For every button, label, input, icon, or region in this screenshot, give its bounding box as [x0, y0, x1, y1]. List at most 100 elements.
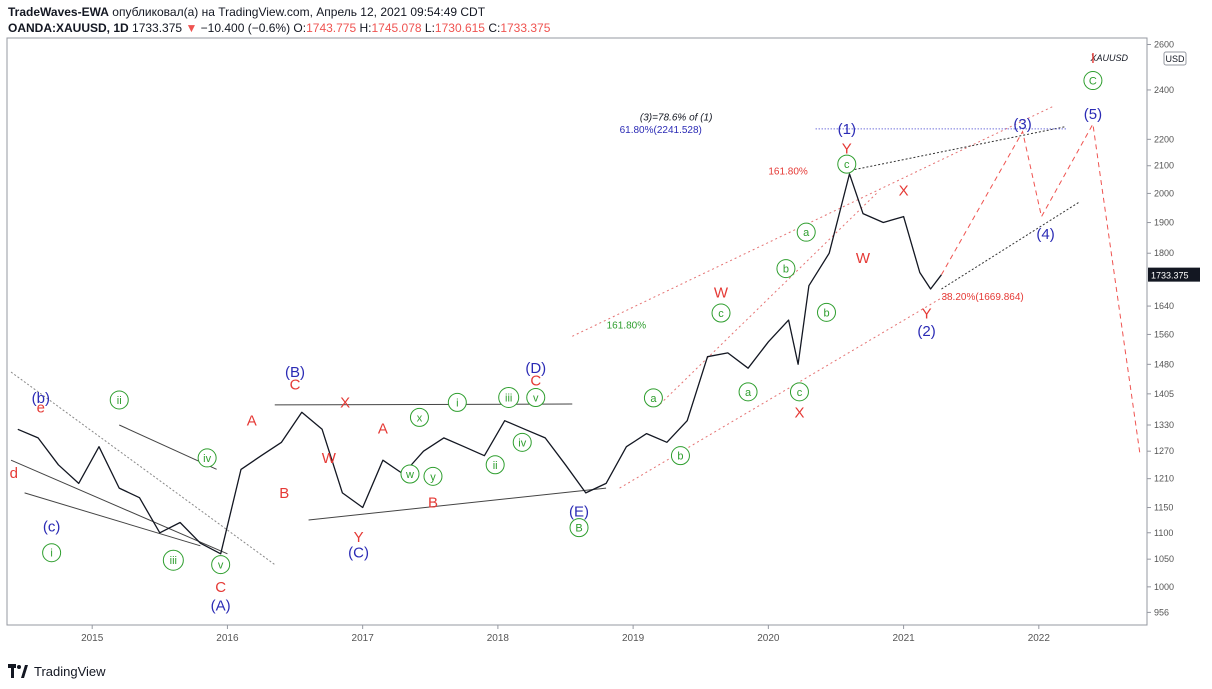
publish-info: опубликовал(а) на TradingView.com, Апрел…	[112, 5, 486, 19]
y-tick-label: 1405	[1154, 389, 1174, 399]
wave-label: a	[650, 393, 657, 405]
wave-label: b	[677, 451, 683, 463]
y-tick-label: 1900	[1154, 218, 1174, 228]
y-tick-label: 2000	[1154, 188, 1174, 198]
y-tick-label: 1800	[1154, 248, 1174, 258]
wave-circle	[738, 382, 758, 402]
wave-label: a	[745, 387, 752, 399]
price-series-line	[17, 173, 942, 555]
x-tick-label: 2016	[216, 633, 239, 644]
wave-label: d	[10, 465, 18, 482]
y-tick-label: 1480	[1154, 359, 1174, 369]
wave-circle	[817, 302, 837, 322]
wave-label: x	[417, 412, 423, 424]
wave-circle	[197, 448, 217, 468]
wave-label: W	[856, 250, 871, 267]
lower-channel-line	[619, 291, 952, 489]
triangle-bottom-line	[308, 487, 607, 521]
author-name[interactable]: TradeWaves-EWA	[8, 5, 109, 19]
wave-label: y	[430, 471, 436, 483]
wave-circle	[526, 387, 546, 407]
wave-label: A	[378, 420, 388, 437]
x-tick-label: 2017	[352, 633, 375, 644]
trend-line	[24, 492, 201, 547]
wave-label: Y	[922, 306, 932, 323]
x-tick-label: 2019	[622, 633, 645, 644]
footer: TradingView	[8, 661, 106, 681]
last-price: 1733.375	[132, 21, 183, 35]
wave-label: iv	[518, 437, 526, 449]
wave-label: b	[783, 264, 789, 276]
wave-label: B	[575, 523, 582, 535]
close-label: C:	[488, 21, 501, 35]
wave-label: iii	[170, 555, 177, 567]
upper-trend-line	[846, 126, 1066, 172]
wave-circle	[1083, 71, 1103, 91]
chart-header: TradeWaves-EWA опубликовал(а) на Trading…	[8, 4, 550, 36]
last-price-label: 1733.375	[1151, 271, 1189, 281]
low-label: L:	[424, 21, 435, 35]
fib-label: 161.80%	[768, 167, 808, 178]
projected-wave-path	[940, 122, 1141, 456]
x-tick-label: 2022	[1028, 633, 1051, 644]
wave-label: X	[340, 394, 350, 411]
wave-label: Y	[842, 141, 852, 158]
fib-label: 61.80%(2241.528)	[620, 125, 702, 136]
wave-circle	[409, 407, 429, 427]
wave-label: a	[803, 227, 810, 239]
price-change: −10.400 (−0.6%)	[200, 21, 291, 35]
channel-line	[10, 371, 276, 565]
wave-label: e	[37, 399, 45, 416]
wave-circle	[512, 432, 532, 452]
wave-label: C	[1089, 76, 1097, 88]
wave-circle	[447, 392, 467, 412]
tradingview-logo-icon[interactable]	[8, 664, 28, 678]
symbol-label[interactable]: OANDA:XAUUSD, 1D	[8, 21, 129, 35]
open-label: O:	[293, 21, 307, 35]
wave-label: (3)	[1013, 116, 1031, 133]
wave-label: B	[428, 495, 438, 512]
high-label: H:	[359, 21, 372, 35]
wave-label: W	[714, 284, 729, 301]
lower-trend-line	[941, 201, 1080, 290]
wave-label: (b)	[32, 390, 50, 407]
wave-label: i	[456, 397, 458, 409]
y-tick-label: 1210	[1154, 474, 1174, 484]
wave-label: (c)	[43, 519, 61, 536]
wave-label: iii	[505, 392, 512, 404]
wave-label: (2)	[917, 323, 935, 340]
wave-label: I	[1091, 50, 1095, 67]
wave-label: v	[533, 392, 539, 404]
wave-label: c	[844, 159, 850, 171]
mid-channel-line	[659, 193, 877, 405]
x-tick-label: 2021	[892, 633, 915, 644]
wave-label: C	[215, 579, 226, 596]
wave-circle	[837, 154, 857, 174]
wave-label: (A)	[211, 597, 231, 614]
wave-circle	[485, 455, 505, 475]
high-value: 1745.078	[371, 21, 422, 35]
wave-label: X	[794, 404, 804, 421]
wave-label: C	[530, 373, 541, 390]
wave-label: b	[823, 307, 829, 319]
wave-circle	[211, 555, 231, 575]
wave-circle	[498, 386, 520, 408]
wave-label: (4)	[1036, 226, 1054, 243]
wave-label: (1)	[838, 121, 856, 138]
wave-circle	[569, 518, 589, 538]
fib-label: 38.20%(1669.864)	[941, 292, 1023, 303]
y-tick-label: 956	[1154, 607, 1169, 617]
wave-label: (5)	[1084, 106, 1102, 123]
plot-border	[6, 37, 1148, 626]
currency-badge	[1163, 51, 1187, 66]
x-tick-label: 2018	[487, 633, 510, 644]
fib-label: (3)=78.6% of (1)	[640, 113, 713, 124]
fib-label: 161.80%	[607, 320, 647, 331]
y-tick-label: 1000	[1154, 582, 1174, 592]
y-tick-label: 2600	[1154, 40, 1174, 50]
wave-circle	[162, 549, 184, 571]
y-tick-label: 1270	[1154, 446, 1174, 456]
footer-brand[interactable]: TradingView	[34, 663, 106, 679]
publish-line: TradeWaves-EWA опубликовал(а) на Trading…	[8, 4, 550, 20]
